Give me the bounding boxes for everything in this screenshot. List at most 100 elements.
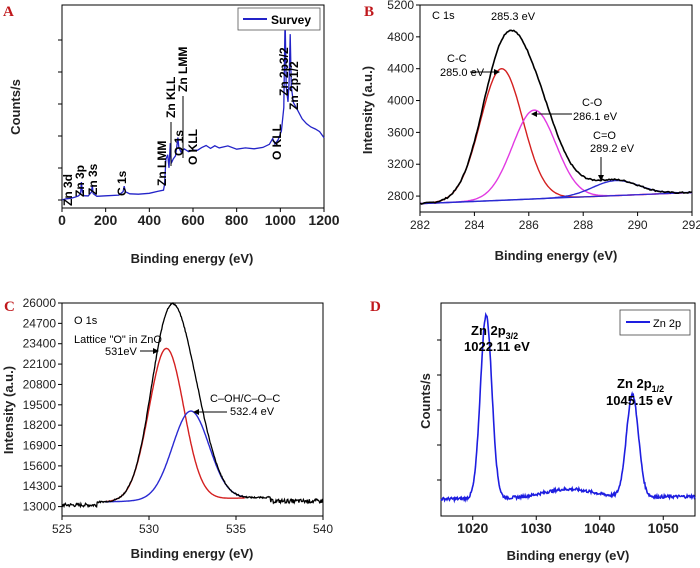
panel-b-ytick-label: 5200 xyxy=(387,0,414,12)
panel-c-ytick-label: 22100 xyxy=(23,357,57,371)
panel-c: C 525 530 535 540 13000 14300 15600 16900 18200 1… xyxy=(1,296,333,561)
annot-zn-lmm-2: Zn LMM xyxy=(176,47,190,92)
panel-d-xtick-label: 1050 xyxy=(648,520,679,536)
panel-b-xtick-label: 290 xyxy=(628,218,648,232)
annot-zn3d: Zn 3d xyxy=(61,174,75,206)
zn2p-legend-label: Zn 2p xyxy=(653,318,681,330)
peak-c-o xyxy=(420,179,693,205)
panel-a-xtick-label: 800 xyxy=(225,212,249,228)
panel-d-xtick-label: 1030 xyxy=(521,520,552,536)
panel-b-title: C 1s xyxy=(432,10,455,22)
panel-a-xtick-label: 600 xyxy=(181,212,205,228)
panel-b-ylabel: Intensity (a.u.) xyxy=(360,66,375,154)
panel-b-ytick-label: 2800 xyxy=(387,189,414,203)
panel-d-ylabel: Counts/s xyxy=(418,373,433,429)
annot-zn2p12: Zn 2p1/2 xyxy=(287,61,301,110)
survey-line xyxy=(61,16,325,201)
panel-a-ylabel: Counts/s xyxy=(8,79,23,135)
panel-c-ticks: 525 530 535 540 13000 14300 15600 16900 18200 195… xyxy=(23,296,334,536)
panel-a-xtick-label: 1000 xyxy=(265,212,296,228)
panel-b-ytick-label: 4800 xyxy=(387,30,414,44)
label-ceo-value: 289.2 eV xyxy=(590,143,635,155)
label-zn2p12: Zn 2p1/2 xyxy=(617,376,664,394)
panel-c-title: O 1s xyxy=(74,315,98,327)
panel-b: B 282 284 286 288 290 292 2800 3200 3600 4000 4400… xyxy=(360,0,700,263)
label-cc-value: 285.0 eV xyxy=(440,67,485,79)
panel-b-xtick-label: 282 xyxy=(410,218,430,232)
panel-b-ytick-label: 3200 xyxy=(387,157,414,171)
label-zn2p12-main: Zn 2p xyxy=(617,376,652,391)
label-lattice-o-value: 531eV xyxy=(105,346,137,358)
panel-c-ylabel: Intensity (a.u.) xyxy=(1,366,16,454)
annot-c1s: C 1s xyxy=(115,170,129,196)
panel-b-ytick-label: 4400 xyxy=(387,62,414,76)
panel-a-xlabel: Binding energy (eV) xyxy=(131,251,254,266)
label-co: C-O xyxy=(582,97,603,109)
panel-b-ytick-label: 3600 xyxy=(387,125,414,139)
panel-b-frame xyxy=(419,4,693,213)
label-lattice-o-arrowhead xyxy=(153,348,159,354)
panel-c-curves xyxy=(61,302,324,509)
peak-c-c xyxy=(419,67,692,205)
annot-zn3p: Zn 3p xyxy=(73,165,87,197)
panel-c-letter: C xyxy=(4,299,15,315)
panel-a-xtick-label: 200 xyxy=(94,212,118,228)
panel-b-baseline xyxy=(419,191,693,205)
panel-b-envelope xyxy=(419,29,693,205)
label-envelope-285-3: 285.3 eV xyxy=(491,11,536,23)
label-zn2p12-sub: 1/2 xyxy=(652,384,665,394)
zn2p-line xyxy=(440,311,696,504)
panel-c-ytick-label: 19500 xyxy=(23,398,57,412)
panel-b-xtick-label: 284 xyxy=(464,218,484,232)
label-lattice-o: Lattice "O" in ZnO xyxy=(74,334,162,346)
panel-a-ticks: 0 200 400 600 800 1000 1200 xyxy=(58,39,340,228)
panel-c-ytick-label: 18200 xyxy=(23,418,57,432)
annot-zn-lmm-1: Zn LMM xyxy=(155,141,169,186)
survey-legend-label: Survey xyxy=(271,13,311,27)
label-co-value: 286.1 eV xyxy=(573,111,618,123)
panel-b-curves xyxy=(419,29,693,205)
panel-a-xtick-label: 1200 xyxy=(308,212,339,228)
label-cc-arrowhead xyxy=(494,69,500,75)
panel-a: A 0 200 400 600 800 1000 1200 Survey Zn 3d Zn … xyxy=(3,4,340,266)
panel-c-ytick-label: 26000 xyxy=(23,296,57,310)
panel-a-letter: A xyxy=(3,4,14,20)
panel-d-letter: D xyxy=(370,299,381,315)
panel-a-xtick-label: 400 xyxy=(138,212,162,228)
panel-c-ytick-label: 15600 xyxy=(23,459,57,473)
panel-c-envelope xyxy=(61,302,324,509)
panel-c-xtick-label: 540 xyxy=(313,522,333,536)
panel-c-ytick-label: 23400 xyxy=(23,337,57,351)
label-co-arrowhead xyxy=(531,111,537,117)
label-cc: C-C xyxy=(447,53,467,65)
panel-c-ytick-label: 13000 xyxy=(23,500,57,514)
panel-b-xlabel: Binding energy (eV) xyxy=(495,248,618,263)
panel-c-ytick-label: 14300 xyxy=(23,479,57,493)
panel-c-xlabel: Binding energy (eV) xyxy=(131,546,254,561)
annot-o-kll-2: O KLL xyxy=(270,124,284,160)
panel-a-xtick-label: 0 xyxy=(58,212,66,228)
survey-legend-box xyxy=(237,7,321,31)
label-ceo: C=O xyxy=(593,130,616,142)
annot-zn2p32: Zn 2p3/2 xyxy=(277,47,291,96)
panel-d-xlabel: Binding energy (eV) xyxy=(507,548,630,563)
panel-c-ytick-label: 20800 xyxy=(23,377,57,391)
label-coh: C–OH/C–O–C xyxy=(210,393,280,405)
annot-o1s: O 1s xyxy=(172,130,186,156)
panel-b-xtick-label: 288 xyxy=(573,218,593,232)
panel-c-xtick-label: 530 xyxy=(139,522,159,536)
label-zn2p32-sub: 3/2 xyxy=(506,331,519,341)
panel-d-ticks: 1020 1030 1040 1050 xyxy=(437,339,679,536)
panel-b-xtick-label: 292 xyxy=(682,218,700,232)
annot-zn3s: Zn 3s xyxy=(86,163,100,195)
peak-lattice-o-in-zno xyxy=(105,347,245,503)
panel-c-frame xyxy=(61,302,324,517)
label-zn2p12-value: 1045.15 eV xyxy=(606,393,673,408)
panel-d: D 1020 1030 1040 1050 Zn 2p Zn 2p3/2 1022.1… xyxy=(370,299,696,563)
panel-b-ticks: 282 284 286 288 290 292 2800 3200 3600 4000 4400 48… xyxy=(387,0,700,232)
panel-b-xtick-label: 286 xyxy=(519,218,539,232)
label-coh-arrowhead xyxy=(193,409,199,415)
panel-d-xtick-label: 1020 xyxy=(457,520,488,536)
panel-b-letter: B xyxy=(364,4,374,20)
